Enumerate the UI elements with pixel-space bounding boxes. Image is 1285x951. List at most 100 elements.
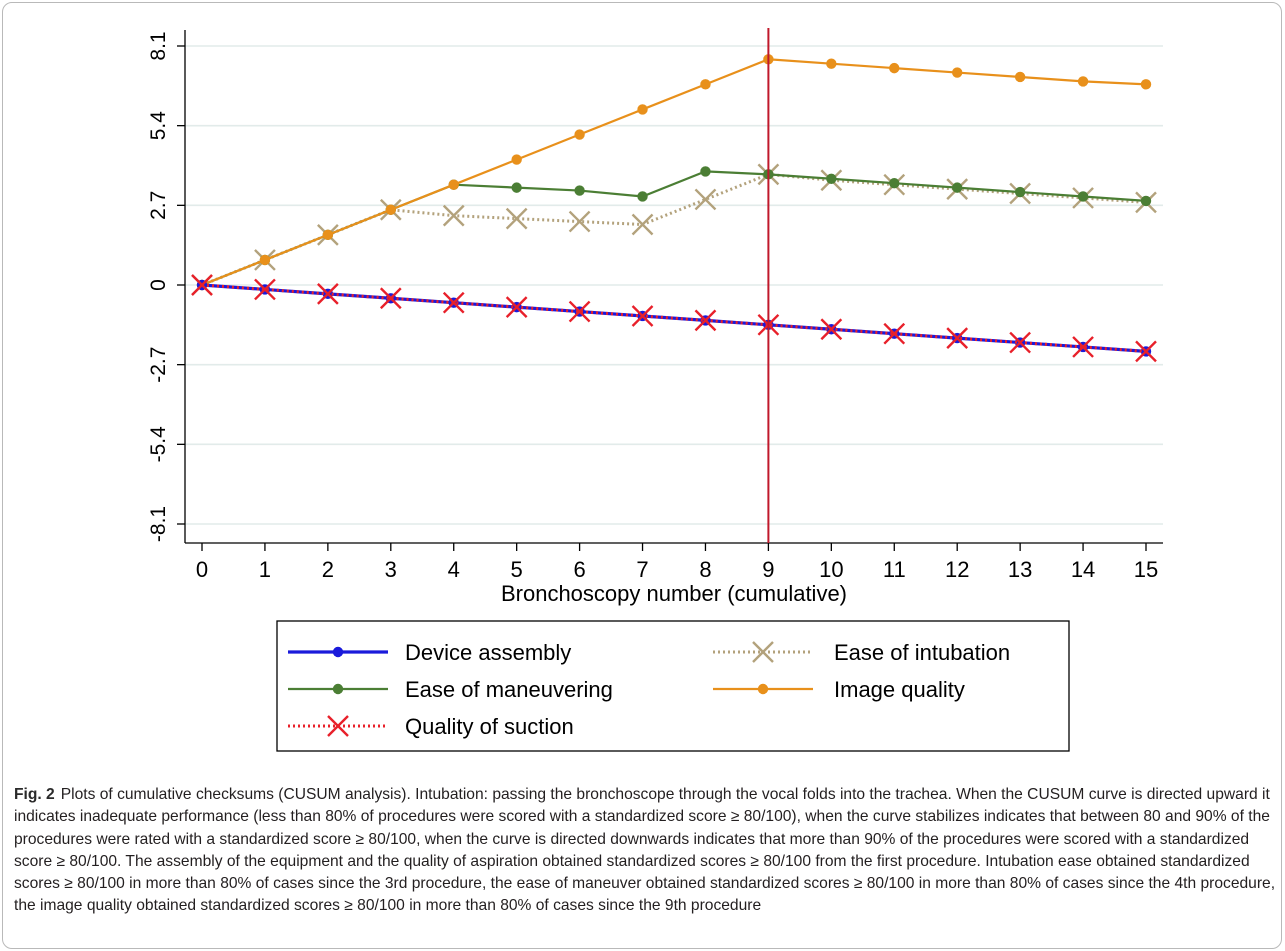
marker-stroke (442, 291, 465, 314)
marker-stroke (694, 188, 717, 211)
marker-stroke (1072, 336, 1094, 358)
data-point (637, 191, 648, 202)
data-point (952, 182, 963, 193)
data-point (826, 173, 837, 184)
series-line (201, 58, 1147, 287)
data-point (1072, 336, 1094, 358)
data-point (379, 287, 402, 310)
data-point (1140, 195, 1152, 207)
legend-item-quality-of-suction: Quality of suction (288, 714, 574, 739)
data-point (694, 309, 717, 332)
cusum-chart: -8.1-5.4-2.702.75.48.10 1 2 3 4 5 6 7 8 9 10 11 12 13… (147, 28, 1163, 752)
data-point (254, 278, 276, 301)
marker-stroke (568, 210, 591, 233)
data-point (1014, 186, 1026, 198)
marker-stroke (505, 207, 528, 230)
x-tick-label: 2 (322, 557, 334, 582)
marker-stroke (631, 213, 654, 236)
x-tick-label: 10 (819, 557, 843, 582)
x-tick-label: 14 (1071, 557, 1095, 582)
axes: -8.1-5.4-2.702.75.48.10 1 2 3 4 5 6 7 8 9 10 11 12 13… (147, 30, 1163, 606)
data-point (574, 129, 585, 140)
marker-stroke (317, 283, 339, 305)
x-tick-label: 6 (573, 557, 585, 582)
legend-swatch-marker (327, 715, 349, 737)
legend-swatch-marker (757, 683, 769, 695)
caption-text: Plots of cumulative checksums (CUSUM ana… (14, 786, 1276, 915)
grid-lines (185, 45, 1163, 525)
y-tick-label: 2.7 (147, 191, 170, 220)
data-point (631, 305, 654, 327)
series-quality-of-suction (191, 274, 1157, 363)
data-point (1077, 191, 1089, 202)
series-device-assembly (196, 279, 1152, 357)
marker-stroke (191, 274, 213, 296)
data-point (1140, 79, 1152, 90)
x-tick-label: 3 (385, 557, 397, 582)
legend-label: Quality of suction (405, 714, 574, 739)
data-point (700, 166, 711, 177)
legend-label: Image quality (834, 677, 965, 702)
data-point (1009, 331, 1031, 354)
data-point (826, 58, 837, 69)
legend: Device assembly Ease of intubation Ease of… (276, 620, 1070, 752)
data-point (568, 210, 591, 233)
data-point (574, 185, 585, 196)
data-point (448, 179, 459, 190)
data-point (631, 213, 654, 236)
x-tick-label: 12 (945, 557, 969, 582)
marker-stroke (1135, 340, 1157, 363)
legend-item-ease-of-maneuvering: Ease of maneuvering (288, 677, 613, 702)
data-point (820, 318, 843, 341)
data-point (442, 291, 465, 314)
y-tick-label: -2.7 (147, 347, 170, 383)
y-tick-label: -5.4 (147, 426, 170, 463)
data-point (259, 254, 271, 266)
x-tick-label: 4 (448, 557, 460, 582)
data-point (1014, 71, 1026, 83)
legend-item-image-quality: Image quality (713, 677, 965, 702)
legend-item-ease-of-intubation: Ease of intubation (713, 640, 1010, 665)
series-line (201, 283, 1147, 353)
marker-stroke (327, 715, 349, 737)
series-ease-of-maneuvering (196, 166, 1152, 291)
data-point (442, 204, 465, 227)
marker-stroke (1009, 331, 1031, 354)
marker-stroke (379, 287, 402, 310)
x-tick-label: 5 (511, 557, 523, 582)
x-tick-label: 1 (259, 557, 271, 582)
data-point (883, 322, 906, 345)
marker-stroke (254, 278, 276, 301)
x-tick-label: 8 (699, 557, 711, 582)
x-tick-label: 0 (196, 557, 208, 582)
legend-swatch-marker (332, 646, 344, 658)
x-tick-label: 11 (883, 557, 906, 582)
data-point (505, 207, 528, 230)
marker-stroke (442, 204, 465, 227)
data-point (946, 327, 969, 349)
data-point (191, 274, 213, 296)
data-point (505, 296, 528, 318)
data-point (322, 229, 334, 241)
y-tick-label: 8.1 (147, 31, 170, 60)
series-layer (191, 54, 1157, 363)
x-tick-label: 7 (636, 557, 648, 582)
series-image-quality (196, 54, 1152, 291)
data-point (511, 182, 522, 193)
series-ease-of-intubation (191, 163, 1157, 296)
data-point (568, 300, 591, 323)
figure-label: Fig. 2 (14, 786, 55, 803)
legend-swatch-marker (752, 641, 774, 663)
data-point (952, 67, 963, 78)
marker-stroke (694, 309, 717, 332)
x-axis-title: Bronchoscopy number (cumulative) (501, 581, 847, 606)
data-point (511, 154, 522, 165)
series-line (201, 172, 1147, 287)
marker-stroke (820, 318, 843, 341)
marker-stroke (568, 300, 591, 323)
legend-item-device-assembly: Device assembly (288, 640, 571, 665)
data-point (700, 79, 711, 90)
x-tick-label: 13 (1008, 557, 1032, 582)
figure-caption: Fig. 2 Plots of cumulative checksums (CUS… (14, 784, 1276, 918)
